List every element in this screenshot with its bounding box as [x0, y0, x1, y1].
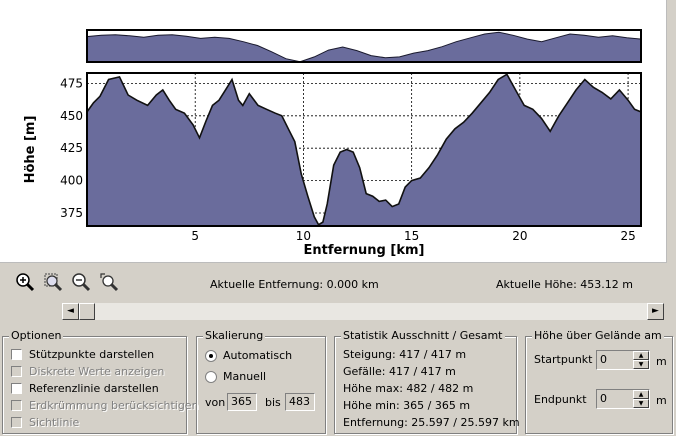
checkbox[interactable]: [11, 383, 22, 394]
radio-button[interactable]: [205, 371, 217, 383]
option-label: Sichtlinie: [29, 416, 80, 429]
end-point-label: Endpunkt: [534, 393, 587, 406]
horizontal-scrollbar[interactable]: ◄ ►: [62, 303, 664, 320]
options-group-title: Optionen: [9, 329, 64, 342]
y-axis-label: Höhe [m]: [23, 116, 38, 184]
x-tick-label: 10: [296, 229, 311, 243]
elevation-profile-panel[interactable]: 375 400 425 450 475 5 10 15 20 25 Entfernung [km] H…: [0, 0, 667, 263]
terrain-height-group: Höhe über Gelände am Startpunkt 0 ▲ ▼ m …: [525, 329, 673, 434]
terrain-group-title: Höhe über Gelände am: [532, 329, 664, 342]
checkbox[interactable]: [11, 349, 22, 360]
scaling-to-label: bis: [265, 396, 281, 409]
spin-down-icon[interactable]: ▼: [633, 360, 649, 369]
scaling-from-label: von: [205, 396, 226, 409]
elevation-line: [86, 73, 642, 226]
zoom-area-icon[interactable]: [43, 272, 63, 292]
x-tick-label: 20: [512, 229, 527, 243]
x-tick-label: 5: [191, 229, 199, 243]
zoom-in-icon[interactable]: [15, 272, 35, 292]
scroll-left-button[interactable]: ◄: [62, 303, 79, 320]
scaling-group: Skalierung Automatisch Manuell von 365 b…: [196, 329, 326, 434]
zoom-reset-icon[interactable]: [99, 272, 119, 292]
start-point-label: Startpunkt: [534, 353, 593, 366]
scroll-right-button[interactable]: ►: [647, 303, 664, 320]
spin-up-icon[interactable]: ▲: [633, 351, 649, 360]
elevation-profile-chart[interactable]: 375 400 425 450 475 5 10 15 20 25 Entfernung [km] H…: [0, 0, 666, 262]
start-point-unit: m: [656, 355, 667, 368]
x-tick-label: 25: [620, 229, 635, 243]
option-label: Stützpunkte darstellen: [29, 348, 155, 361]
x-tick-label: 15: [404, 229, 419, 243]
elevation-area: [87, 74, 641, 226]
zoom-out-icon[interactable]: [71, 272, 91, 292]
end-point-spinner[interactable]: 0 ▲ ▼: [596, 389, 650, 409]
statistics-group: Statistik Ausschnitt / Gesamt Steigung: …: [334, 329, 520, 434]
checkbox[interactable]: [11, 366, 22, 377]
overview-profile-area: [86, 31, 642, 63]
end-point-unit: m: [656, 394, 667, 407]
radio-button[interactable]: [205, 350, 217, 362]
checkbox[interactable]: [11, 417, 22, 428]
option-label: Erdkrümmung berücksichtigen: [29, 399, 199, 412]
plot-frame: [86, 72, 642, 227]
stat-min-height: Höhe min: 365 / 365 m: [343, 399, 471, 412]
stat-descent: Gefälle: 417 / 417 m: [343, 365, 456, 378]
end-point-value: 0: [600, 392, 607, 405]
scaling-auto-label: Automatisch: [223, 349, 293, 362]
current-height-readout: Aktuelle Höhe: 453.12 m: [496, 278, 633, 291]
spin-down-icon[interactable]: ▼: [633, 399, 649, 408]
overview-frame: [86, 29, 642, 63]
scaling-from-field[interactable]: 365: [227, 393, 257, 411]
scroll-thumb[interactable]: [79, 303, 95, 320]
y-tick-label: 425: [60, 141, 83, 155]
y-tick-label: 375: [60, 206, 83, 220]
stat-distance: Entfernung: 25.597 / 25.597 km: [343, 416, 520, 429]
stat-ascent: Steigung: 417 / 417 m: [343, 348, 467, 361]
stat-max-height: Höhe max: 482 / 482 m: [343, 382, 474, 395]
scaling-manual-label: Manuell: [223, 370, 267, 383]
current-distance-readout: Aktuelle Entfernung: 0.000 km: [210, 278, 379, 291]
x-axis-label: Entfernung [km]: [304, 243, 425, 258]
scaling-to-field[interactable]: 483: [285, 393, 315, 411]
options-group: Optionen Stützpunkte darstellen Diskrete…: [2, 329, 199, 434]
chevron-right-icon: ►: [652, 306, 659, 316]
spin-up-icon[interactable]: ▲: [633, 390, 649, 399]
chevron-left-icon: ◄: [67, 306, 74, 316]
option-label: Diskrete Werte anzeigen: [29, 365, 165, 378]
y-tick-label: 475: [60, 76, 83, 90]
option-label: Referenzlinie darstellen: [29, 382, 159, 395]
y-tick-label: 450: [60, 109, 83, 123]
checkbox[interactable]: [11, 400, 22, 411]
statistics-group-title: Statistik Ausschnitt / Gesamt: [341, 329, 505, 342]
y-tick-label: 400: [60, 174, 83, 188]
start-point-spinner[interactable]: 0 ▲ ▼: [596, 350, 650, 370]
start-point-value: 0: [600, 353, 607, 366]
scaling-group-title: Skalierung: [203, 329, 266, 342]
